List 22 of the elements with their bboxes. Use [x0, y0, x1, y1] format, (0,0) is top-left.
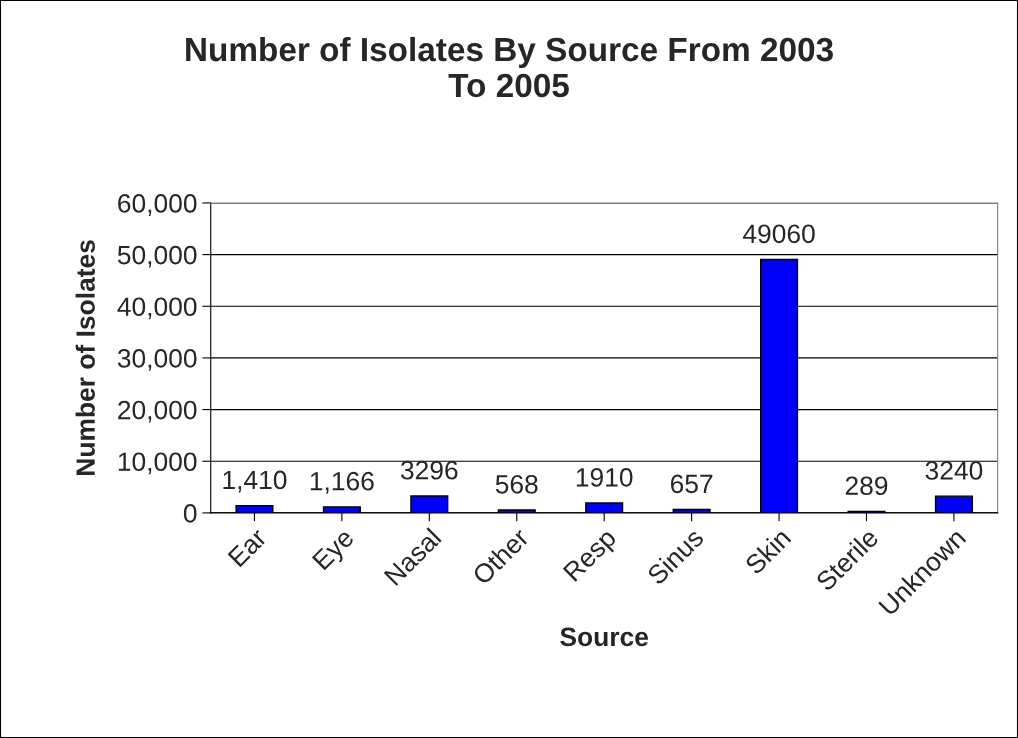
data-label: 568: [495, 474, 538, 494]
data-label: 1,410: [223, 470, 287, 493]
y-tick-label: 40,000: [117, 297, 197, 320]
y-tick-label: 50,000: [117, 245, 197, 268]
x-tick-label: Eye: [311, 527, 359, 575]
data-label: 1,166: [310, 471, 374, 494]
data-label: 1910: [576, 468, 633, 487]
y-axis-title: Number of Isolates: [75, 240, 95, 475]
x-axis-title: Source: [560, 627, 649, 647]
y-tick-label: 10,000: [118, 452, 197, 475]
y-tick-label: 30,000: [117, 349, 197, 371]
data-label: 289: [845, 476, 888, 496]
x-tick-label: Skin: [743, 527, 792, 576]
chart-title: Number of Isolates By Source From 2003 To 2005: [186, 36, 833, 98]
data-label: 657: [670, 474, 713, 494]
data-label: 3296: [400, 460, 458, 480]
y-tick-label: 0: [183, 504, 197, 523]
x-tick-label: Ear: [227, 527, 268, 568]
data-label: 49060: [742, 224, 815, 244]
data-label: 3240: [925, 461, 983, 480]
y-tick-label: 20,000: [118, 400, 197, 423]
y-tick-label: 60,000: [118, 194, 197, 216]
